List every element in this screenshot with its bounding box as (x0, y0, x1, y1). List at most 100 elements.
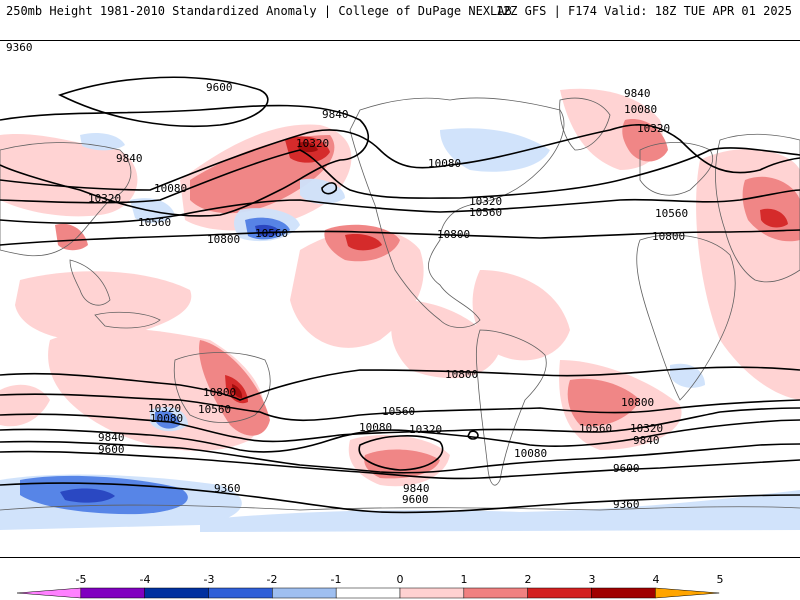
coast-europe (639, 142, 713, 196)
anom-neg-3 (60, 488, 115, 503)
contour-label: 9840 (322, 108, 349, 121)
contour-label: 9360 (6, 41, 33, 54)
anom-pos-1 (15, 271, 192, 341)
contour-label: 9840 (116, 152, 143, 165)
coast-africa (636, 234, 736, 401)
coast-se-asia (69, 259, 111, 306)
contour-label: 10320 (88, 192, 121, 205)
colorbar-arrow-low (16, 587, 82, 599)
contour-10800-south (0, 366, 800, 401)
colorbar-swatch (272, 587, 337, 599)
contour-label: 10080 (154, 182, 187, 195)
height-contours (0, 76, 800, 514)
contour-label: 10080 (514, 447, 547, 460)
colorbar-swatch (399, 587, 465, 599)
map-frame (0, 40, 800, 558)
colorbar-tick: 4 (653, 573, 660, 586)
colorbar-arrow-high (655, 587, 720, 599)
contour-10320-south (0, 407, 800, 443)
anomaly-map[interactable]: 9600 9840 9840 10080 10320 10560 10800 1… (0, 40, 800, 558)
contour-label: 9600 (98, 443, 125, 456)
coast-north-america (349, 97, 565, 328)
contour-label: 10560 (198, 403, 231, 416)
coast-antarctica (0, 504, 800, 511)
colorbar-tick: 3 (589, 573, 596, 586)
contour-small-ring-2 (321, 182, 338, 195)
contour-label: 9600 (613, 462, 640, 475)
anom-neg-3 (255, 224, 280, 237)
anom-pos-2 (567, 378, 640, 427)
anom-neg-1 (80, 133, 125, 151)
anom-neg-1 (200, 490, 800, 532)
colorbar-swatch (144, 587, 209, 599)
colorbar-tick: -2 (267, 573, 278, 586)
contour-label: 10800 (203, 386, 236, 399)
colorbar-tick: -5 (76, 573, 87, 586)
contour-10080-north (0, 124, 800, 191)
contour-label: 9360 (613, 498, 640, 511)
anom-pos-2 (364, 449, 440, 479)
coast-indonesia (94, 311, 161, 329)
contour-label: 10560 (255, 227, 288, 240)
contour-10560-north (0, 189, 800, 225)
contour-label: 10320 (148, 402, 181, 415)
contour-label: 10800 (207, 233, 240, 246)
contour-label: 10800 (621, 396, 654, 409)
contour-label: 10560 (469, 206, 502, 219)
colorbar-tick: 5 (717, 573, 724, 586)
model-valid-time: 12Z GFS | F174 Valid: 18Z TUE APR 01 202… (495, 4, 792, 18)
contour-label: 9840 (624, 87, 651, 100)
colorbar-swatch (463, 587, 528, 599)
coast-greenland (559, 97, 611, 151)
anom-pos-3 (345, 234, 382, 251)
colorbar-tick: -3 (204, 573, 215, 586)
contour-10560-south (0, 393, 800, 422)
contour-label: 10080 (359, 421, 392, 434)
anom-pos-4 (232, 384, 243, 398)
anom-neg-1 (440, 128, 550, 172)
contour-10080-south (0, 419, 800, 453)
anom-pos-1 (290, 229, 424, 348)
contour-label: 10800 (437, 228, 470, 241)
anom-neg-2 (155, 410, 180, 429)
anom-pos-1 (391, 300, 500, 379)
anom-pos-2 (55, 223, 88, 251)
contour-label: 9840 (98, 431, 125, 444)
contour-label: 10320 (469, 195, 502, 208)
anomaly-colorbar: -5 -4 -3 -2 -1 0 1 2 3 4 5 (16, 573, 724, 599)
colorbar-swatches (16, 587, 720, 599)
colorbar-swatch (335, 587, 401, 599)
colorbar-swatch (80, 587, 145, 599)
contour-labels: 9600 9840 9840 10080 10320 10560 10800 1… (6, 41, 688, 511)
contour-9840-south (0, 440, 800, 474)
colorbar-swatch (527, 587, 592, 599)
colorbar-tick: -4 (140, 573, 151, 586)
contour-label: 10320 (296, 137, 329, 150)
contour-label: 10320 (630, 422, 663, 435)
anom-pos-1 (0, 384, 50, 427)
colorbar-tick-labels: -5 -4 -3 -2 -1 0 1 2 3 4 5 (76, 573, 724, 586)
contour-label: 9840 (403, 482, 430, 495)
coast-south-america (475, 329, 547, 486)
coast-asia (0, 142, 132, 257)
colorbar-swatch (208, 587, 273, 599)
contour-label: 10560 (655, 207, 688, 220)
contour-small-ring (467, 430, 479, 440)
contour-10800-north (0, 229, 800, 246)
contour-9600-south (0, 450, 800, 480)
anom-pos-2 (622, 119, 668, 162)
contour-10320-north (0, 147, 800, 204)
coastlines (0, 97, 800, 511)
contour-label: 10560 (138, 216, 171, 229)
contour-label: 9600 (206, 81, 233, 94)
colorbar-swatch (591, 587, 656, 599)
contour-9840-ring (358, 435, 444, 471)
contour-label: 9600 (402, 493, 429, 506)
contour-label: 10800 (652, 230, 685, 243)
contour-label: 10320 (409, 423, 442, 436)
contour-label: 10320 (637, 122, 670, 135)
anom-pos-3 (760, 208, 788, 228)
contour-9600-north (57, 76, 269, 128)
anom-pos-4 (298, 141, 318, 153)
map-title: 250mb Height 1981-2010 Standardized Anom… (6, 4, 512, 18)
